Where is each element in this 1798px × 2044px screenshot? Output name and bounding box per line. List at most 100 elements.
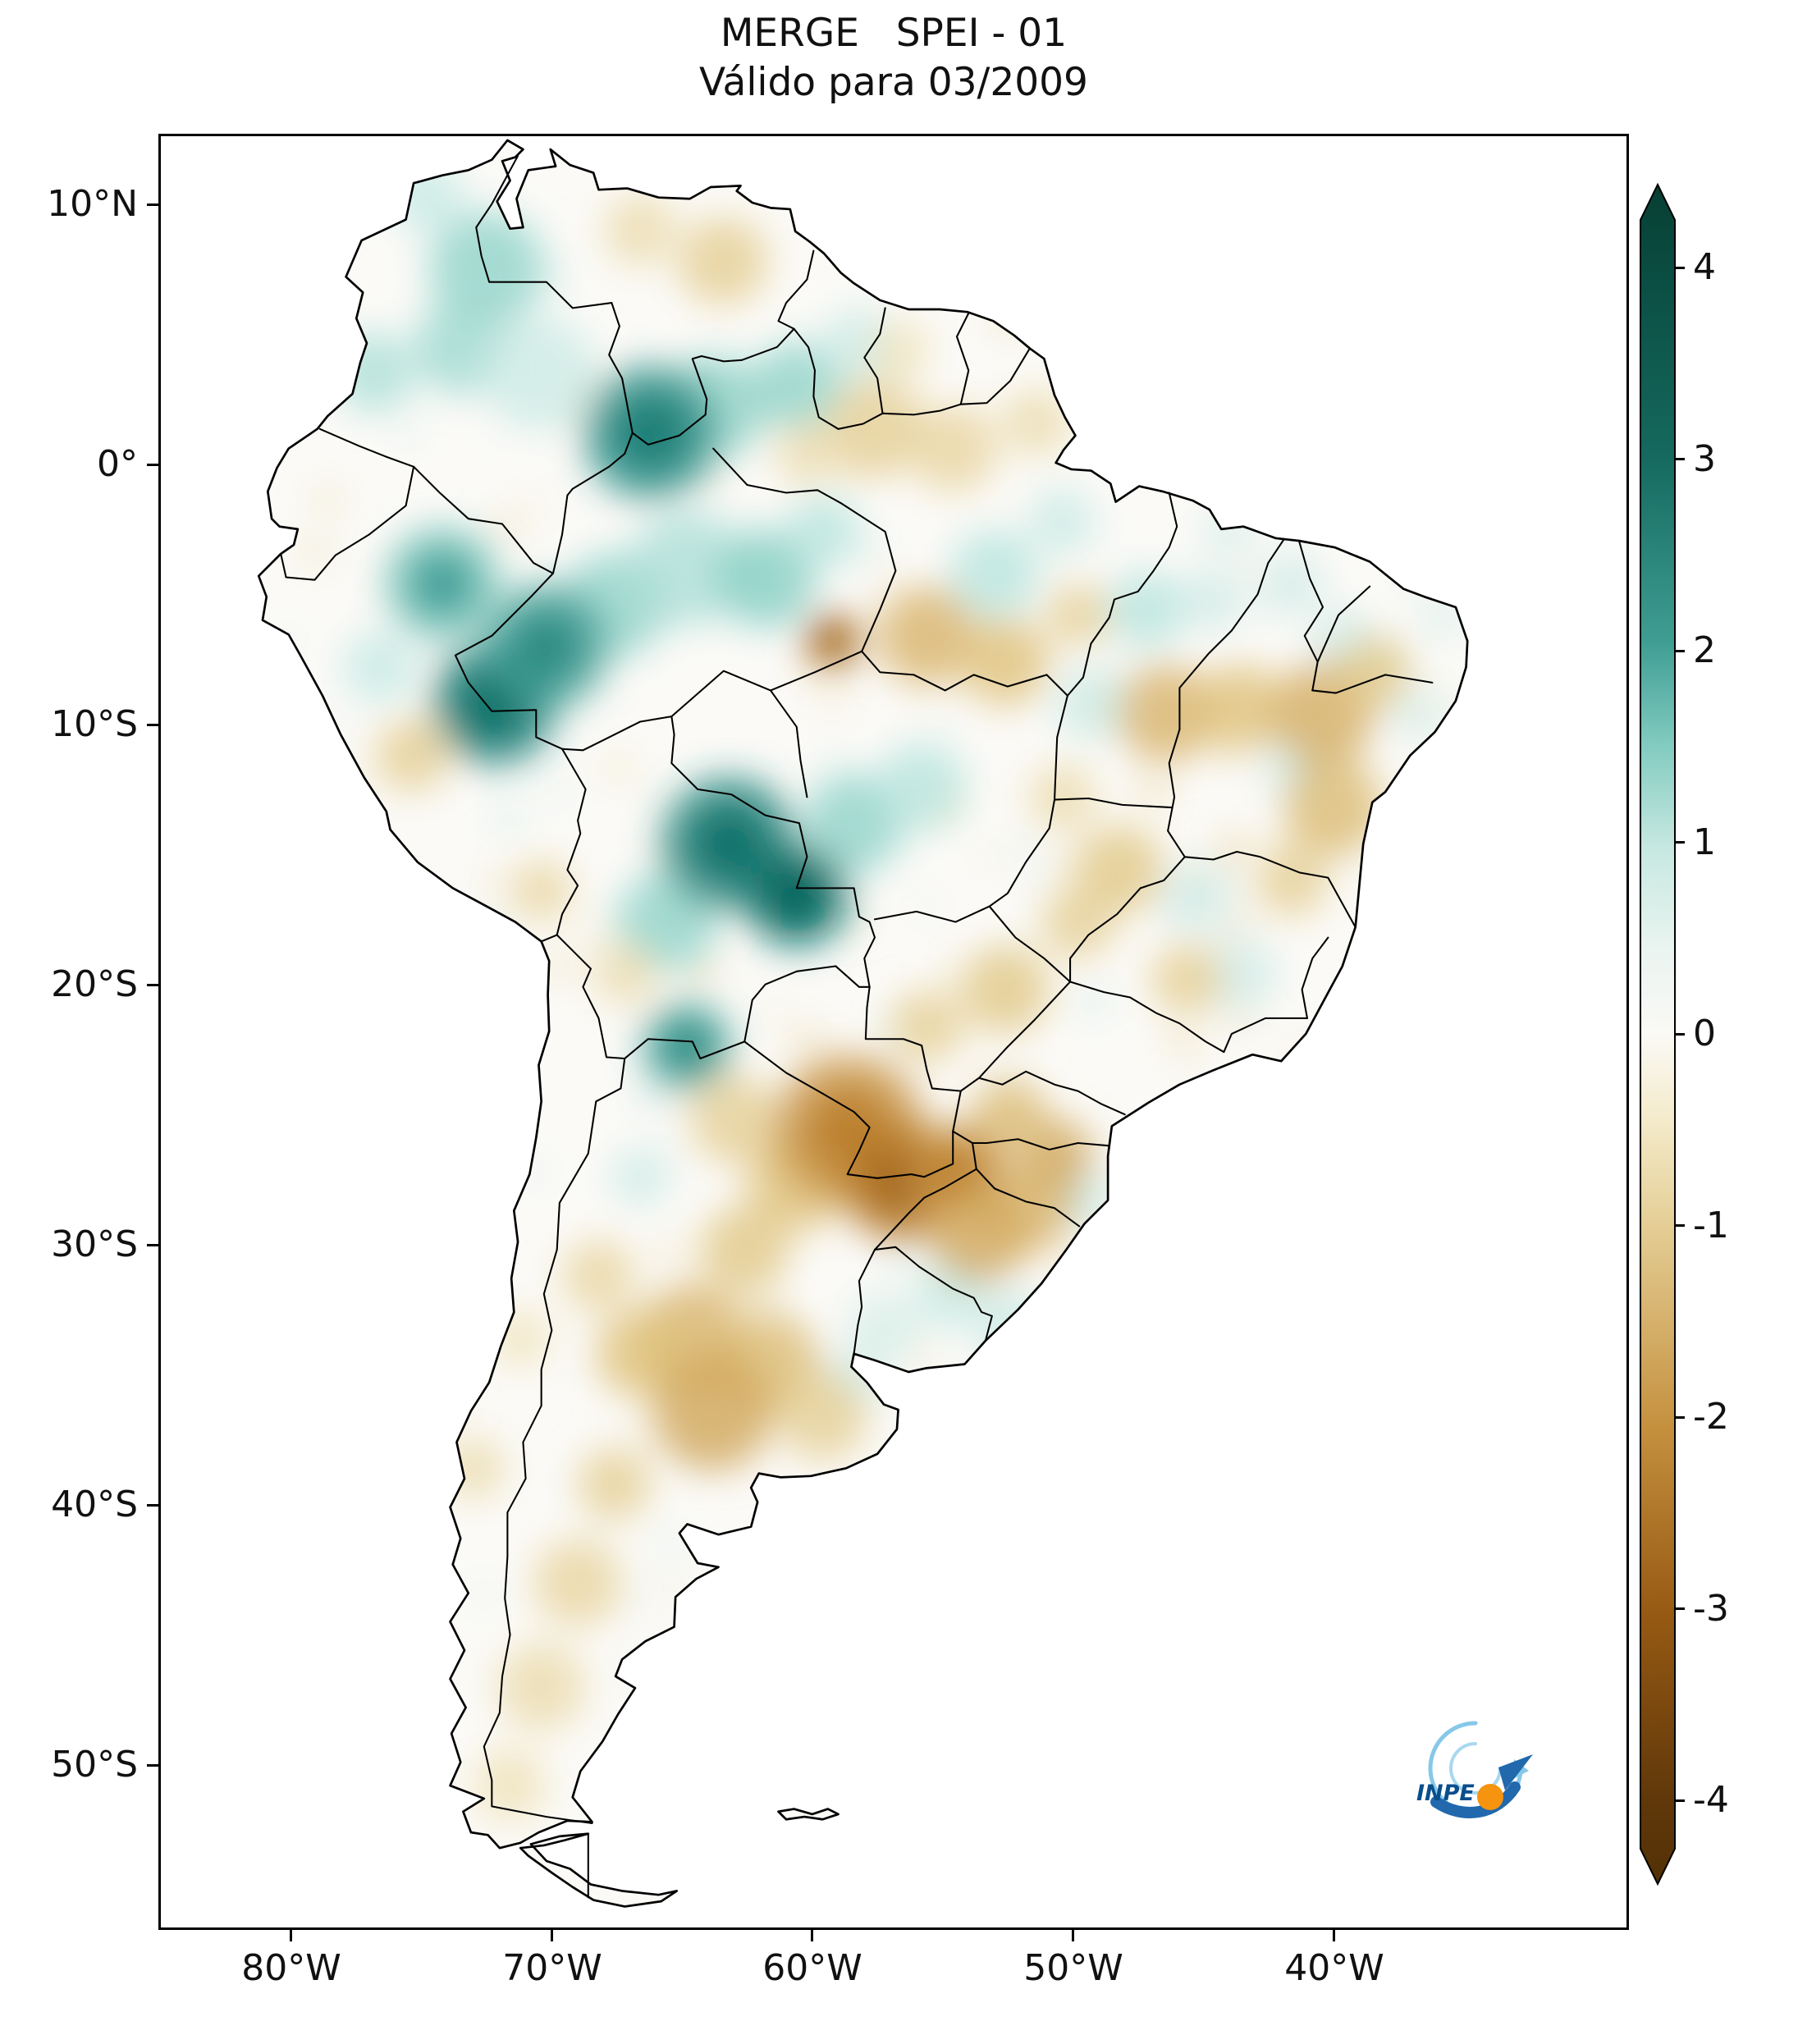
spei-anomaly-core (817, 624, 849, 657)
texture-speckle (612, 1759, 634, 1781)
country-state-border (988, 905, 1072, 983)
texture-speckle (872, 574, 892, 593)
texture-speckle (940, 960, 964, 985)
texture-speckle (1070, 1606, 1087, 1622)
logo-inner-swirl-icon (1449, 1742, 1502, 1795)
spei-anomaly-blob (1028, 487, 1096, 556)
country-state-border (1178, 538, 1285, 730)
texture-speckle (821, 753, 844, 777)
texture-speckle (417, 1648, 432, 1664)
texture-speckle (333, 965, 366, 998)
spei-anomaly-blob (533, 1538, 623, 1627)
texture-speckle (547, 781, 571, 806)
country-state-border (873, 1246, 993, 1342)
country-state-border (1069, 887, 1141, 983)
texture-speckle (349, 1805, 369, 1826)
texture-speckle (473, 914, 509, 949)
country-state-border (1167, 728, 1186, 858)
texture-speckle (391, 1735, 418, 1761)
country-state-border (556, 934, 626, 1060)
spei-anomaly-blob (1057, 666, 1131, 740)
texture-speckle (1270, 1334, 1289, 1354)
texture-speckle (1261, 1520, 1285, 1544)
y-tick-label: 0° (97, 443, 138, 485)
texture-speckle (394, 416, 423, 446)
texture-speckle (1318, 328, 1346, 356)
spei-anomaly-blob (492, 1309, 550, 1367)
spei-anomaly-blob (1195, 664, 1284, 753)
colorbar-tick-label: -1 (1693, 1204, 1729, 1246)
country-state-border (1316, 585, 1371, 663)
logo-orange-dot (1477, 1784, 1503, 1810)
texture-speckle (305, 1475, 341, 1511)
texture-speckle (1403, 1836, 1420, 1853)
texture-speckle (1244, 483, 1260, 501)
y-tick-label: 10°N (47, 183, 138, 225)
country-state-border (556, 748, 587, 936)
texture-speckle (311, 1542, 341, 1572)
country-state-border (1301, 936, 1329, 1019)
country-state-border (413, 465, 554, 574)
texture-speckle (626, 1832, 648, 1855)
spei-anomaly-core (512, 611, 581, 681)
country-state-border (1139, 856, 1186, 889)
texture-speckle (770, 1776, 789, 1795)
spei-anomaly-blob (775, 422, 839, 485)
texture-speckle (975, 1412, 1000, 1438)
spei-anomaly-blob (978, 1291, 1052, 1365)
texture-speckle (1211, 1485, 1240, 1514)
spei-anomaly-blob (562, 1239, 635, 1313)
country-state-border (975, 1168, 1081, 1228)
texture-speckle (1314, 1403, 1340, 1429)
texture-speckle (941, 688, 957, 703)
spei-anomaly-core (410, 552, 474, 615)
y-tick-label: 50°S (51, 1744, 138, 1786)
texture-speckle (1291, 1040, 1326, 1076)
texture-speckle (280, 1187, 315, 1223)
inpe-logo-text: INPE (1416, 1781, 1475, 1806)
spei-anomaly-blob (603, 193, 677, 267)
spei-anomaly-blob (825, 377, 925, 478)
texture-speckle (1015, 218, 1041, 245)
spei-anomaly-blob (929, 1184, 1029, 1284)
colorbar-tick-mark (1675, 1032, 1685, 1036)
spei-anomaly-blob (474, 1749, 547, 1822)
texture-speckle (317, 967, 336, 985)
colorbar-tick-mark (1675, 1799, 1685, 1802)
texture-speckle (423, 646, 442, 665)
texture-speckle (1246, 569, 1263, 586)
texture-speckle (1262, 1534, 1291, 1563)
texture-speckle (436, 1019, 469, 1051)
texture-speckle (1055, 1270, 1087, 1302)
spei-anomaly-blob (481, 315, 597, 431)
colorbar-tick-mark (1675, 266, 1685, 269)
texture-speckle (1185, 443, 1203, 461)
spei-anomaly-blob (752, 341, 841, 431)
texture-speckle (936, 720, 956, 740)
country-state-border (743, 1040, 954, 1179)
country-state-border (1066, 492, 1178, 697)
colorbar-tick-mark (1675, 1224, 1685, 1228)
spei-anomaly-blob (1002, 388, 1071, 457)
texture-speckle (1097, 287, 1120, 309)
texture-speckle (762, 1004, 785, 1026)
texture-speckle (880, 1700, 900, 1721)
texture-speckle (1334, 200, 1351, 217)
texture-speckle (592, 900, 607, 915)
texture-speckle (375, 1638, 410, 1673)
y-tick-mark (147, 203, 158, 206)
spei-anomaly-blob (1255, 844, 1329, 917)
spei-anomaly-blob (1046, 583, 1109, 647)
spei-anomaly-core (662, 1022, 712, 1072)
texture-speckle (1034, 1662, 1055, 1684)
texture-speckle (328, 718, 350, 739)
spei-anomaly-core (931, 1144, 986, 1199)
y-tick-mark (147, 1244, 158, 1246)
texture-speckle (935, 245, 960, 272)
y-tick-label: 10°S (51, 703, 138, 745)
y-tick-mark (147, 1504, 158, 1507)
texture-speckle (1123, 1366, 1146, 1388)
texture-speckle (490, 800, 525, 835)
x-tick-label: 80°W (241, 1947, 341, 1989)
